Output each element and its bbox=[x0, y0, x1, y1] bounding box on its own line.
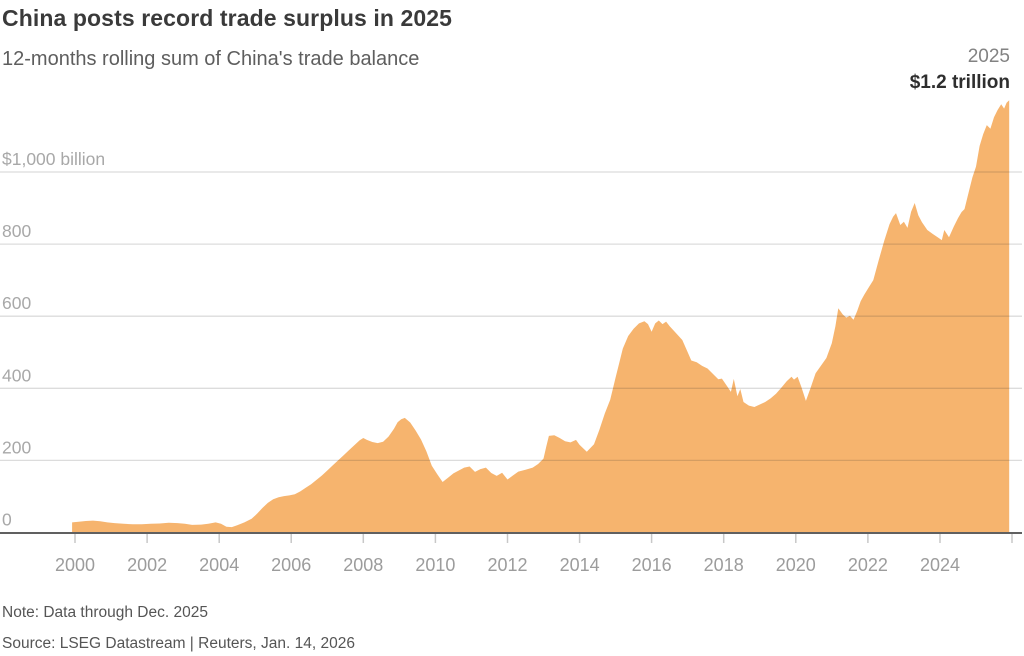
source-text: Source: LSEG Datastream | Reuters, Jan. … bbox=[2, 635, 355, 652]
x-axis-label-2010: 2010 bbox=[415, 555, 455, 575]
x-axis-label-2024: 2024 bbox=[920, 555, 960, 575]
y-axis-label-0: 0 bbox=[2, 510, 12, 530]
annotation-value-label: $1.2 trillion bbox=[909, 71, 1010, 93]
latest-value-annotation: 2025 $1.2 trillion bbox=[910, 44, 1010, 95]
x-axis-label-2008: 2008 bbox=[343, 555, 383, 575]
x-axis-label-2002: 2002 bbox=[127, 555, 167, 575]
y-axis-label-200: 200 bbox=[2, 437, 31, 457]
trade-balance-area-chart: 0 200 400 600 800 $1,000 billion 2000 2002 2004 2… bbox=[0, 100, 1022, 575]
x-axis-label-2020: 2020 bbox=[776, 555, 816, 575]
y-axis-label-400: 400 bbox=[2, 365, 31, 385]
x-axis-label-2012: 2012 bbox=[487, 555, 527, 575]
y-axis-label-1000: $1,000 billion bbox=[2, 149, 105, 169]
x-axis-label-2022: 2022 bbox=[848, 555, 888, 575]
x-axis-label-2016: 2016 bbox=[632, 555, 672, 575]
x-axis-label-2018: 2018 bbox=[704, 555, 744, 575]
annotation-year-label: 2025 bbox=[967, 46, 1010, 67]
x-axis-label-2006: 2006 bbox=[271, 555, 311, 575]
x-axis-label-2000: 2000 bbox=[55, 555, 95, 575]
x-axis-label-2014: 2014 bbox=[560, 555, 600, 575]
area-series bbox=[72, 100, 1010, 533]
page-title: China posts record trade surplus in 2025 bbox=[2, 5, 453, 31]
chart-subtitle: 12-months rolling sum of China's trade b… bbox=[2, 48, 420, 70]
x-axis-label-2004: 2004 bbox=[199, 555, 239, 575]
y-axis-label-800: 800 bbox=[2, 221, 31, 241]
y-axis-label-600: 600 bbox=[2, 293, 31, 313]
note-text: Note: Data through Dec. 2025 bbox=[2, 604, 208, 621]
